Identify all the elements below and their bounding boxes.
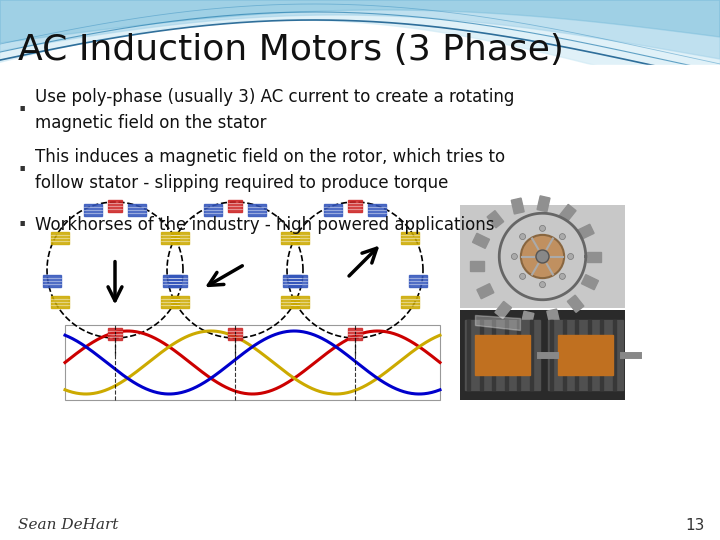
Bar	[460, 310, 625, 400]
Bar	[587, 252, 600, 261]
Bar	[65, 325, 440, 400]
Bar	[613, 320, 616, 390]
Text: AC Induction Motors (3 Phase): AC Induction Motors (3 Phase)	[18, 33, 564, 67]
Polygon shape	[0, 65, 720, 540]
Bar	[161, 296, 179, 308]
Bar	[50, 232, 68, 244]
Bar	[562, 320, 565, 390]
Circle shape	[559, 273, 565, 279]
Circle shape	[536, 250, 549, 263]
Bar	[108, 328, 122, 340]
Bar	[567, 295, 584, 312]
Circle shape	[567, 253, 574, 260]
Bar	[248, 204, 266, 216]
Bar	[282, 296, 300, 308]
Bar	[505, 320, 508, 390]
Bar	[50, 296, 68, 308]
Bar	[470, 261, 485, 272]
Text: Use poly-phase (usually 3) AC current to create a rotating
magnetic field on the: Use poly-phase (usually 3) AC current to…	[35, 89, 514, 132]
Bar	[511, 198, 524, 214]
Bar	[368, 204, 386, 216]
Bar	[547, 309, 559, 325]
Bar	[460, 205, 625, 308]
Bar	[575, 320, 578, 390]
Bar	[128, 204, 146, 216]
Bar	[550, 320, 553, 390]
Bar	[582, 275, 598, 290]
Polygon shape	[0, 0, 720, 98]
Bar	[577, 224, 594, 239]
Bar	[204, 204, 222, 216]
Circle shape	[521, 235, 564, 278]
Bar	[161, 232, 179, 244]
Bar	[169, 275, 187, 287]
Bar	[171, 296, 189, 308]
Bar	[108, 200, 122, 212]
Polygon shape	[0, 0, 720, 43]
Bar	[402, 296, 420, 308]
Bar	[492, 320, 495, 390]
Bar	[529, 320, 533, 390]
Bar	[171, 232, 189, 244]
Bar	[348, 328, 362, 340]
Bar	[409, 275, 427, 287]
Bar	[521, 311, 534, 327]
Text: ·: ·	[18, 158, 27, 182]
Circle shape	[539, 225, 546, 231]
Text: ·: ·	[18, 213, 27, 237]
Bar	[548, 320, 623, 390]
Bar	[291, 232, 309, 244]
Bar	[558, 335, 613, 375]
Text: Sean DeHart: Sean DeHart	[18, 518, 118, 532]
Bar	[348, 200, 362, 212]
Bar	[588, 320, 590, 390]
Bar	[487, 211, 504, 228]
Bar	[84, 204, 102, 216]
Bar	[600, 320, 603, 390]
Bar	[477, 284, 494, 299]
Circle shape	[539, 282, 546, 288]
Bar	[475, 335, 530, 375]
Bar	[517, 320, 520, 390]
Bar	[472, 233, 490, 248]
Text: ·: ·	[18, 98, 27, 122]
Polygon shape	[0, 0, 720, 59]
Bar	[283, 275, 301, 287]
Bar	[324, 204, 342, 216]
Bar	[43, 275, 61, 287]
Bar	[495, 301, 511, 319]
Text: Workhorses of the industry - high powered applications: Workhorses of the industry - high powere…	[35, 216, 495, 234]
Bar	[402, 232, 420, 244]
Bar	[163, 275, 181, 287]
Circle shape	[511, 253, 518, 260]
Bar	[480, 320, 482, 390]
Bar	[537, 196, 550, 212]
Text: 13: 13	[685, 517, 705, 532]
Circle shape	[520, 234, 526, 240]
Bar	[467, 320, 470, 390]
Bar	[289, 275, 307, 287]
Bar	[291, 296, 309, 308]
Circle shape	[559, 234, 565, 240]
Bar	[559, 205, 576, 221]
Text: This induces a magnetic field on the rotor, which tries to
follow stator - slipp: This induces a magnetic field on the rot…	[35, 148, 505, 192]
Bar	[465, 320, 540, 390]
Bar	[228, 200, 242, 212]
Circle shape	[520, 273, 526, 279]
Bar	[228, 328, 242, 340]
Bar	[282, 232, 300, 244]
